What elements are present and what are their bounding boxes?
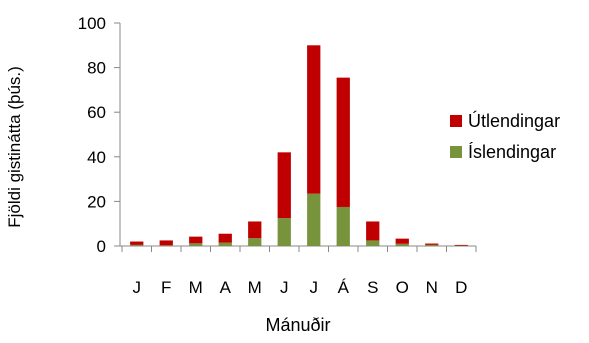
bar-segment (130, 242, 143, 245)
bar-segment (219, 243, 232, 246)
bar-segment (366, 240, 379, 246)
bar-segment (160, 240, 173, 245)
x-tick-label: J (310, 278, 319, 297)
bar-segment (130, 245, 143, 246)
y-tick-label: 100 (78, 14, 106, 33)
x-tick-label: J (280, 278, 289, 297)
y-axis: 0 20 40 60 80 100 (78, 14, 120, 256)
x-tick-label: S (367, 278, 378, 297)
legend-swatch (450, 115, 462, 127)
x-tick-label: F (161, 278, 171, 297)
x-axis-label: Mánuðir (265, 315, 330, 335)
bars (130, 45, 468, 246)
bar-segment (189, 237, 202, 244)
x-tick-label: N (426, 278, 438, 297)
y-axis-label: Fjöldi gistinátta (þús.) (5, 66, 24, 228)
bar-segment (248, 238, 261, 246)
bar-segment (396, 239, 409, 244)
bar-segment (248, 221, 261, 238)
legend-label: Íslendingar (468, 142, 556, 162)
bar-segment (160, 245, 173, 246)
bar-segment (396, 244, 409, 246)
y-tick-label: 20 (87, 192, 106, 211)
legend-swatch (450, 146, 462, 158)
bar-segment (425, 245, 438, 246)
x-tick-label: Á (338, 278, 350, 297)
bar-segment (337, 207, 350, 246)
bar-segment (307, 194, 320, 246)
bar-segment (189, 243, 202, 246)
bar-segment (219, 234, 232, 243)
x-tick-label: J (133, 278, 142, 297)
bar-segment (278, 218, 291, 246)
x-tick-label: M (189, 278, 203, 297)
legend-label: Útlendingar (468, 110, 560, 131)
y-tick-label: 60 (87, 103, 106, 122)
x-tick-label: O (396, 278, 409, 297)
bar-segment (425, 244, 438, 245)
bar-segment (278, 152, 291, 218)
y-tick-label: 80 (87, 59, 106, 78)
x-tick-label: A (220, 278, 232, 297)
x-tick-label: M (248, 278, 262, 297)
y-tick-label: 0 (97, 237, 106, 256)
bar-segment (455, 245, 468, 246)
legend: Útlendingar Íslendingar (450, 110, 560, 162)
y-tick-label: 40 (87, 148, 106, 167)
bar-segment (307, 45, 320, 193)
x-tick-label: D (455, 278, 467, 297)
bar-segment (337, 78, 350, 207)
bar-segment (366, 221, 379, 240)
